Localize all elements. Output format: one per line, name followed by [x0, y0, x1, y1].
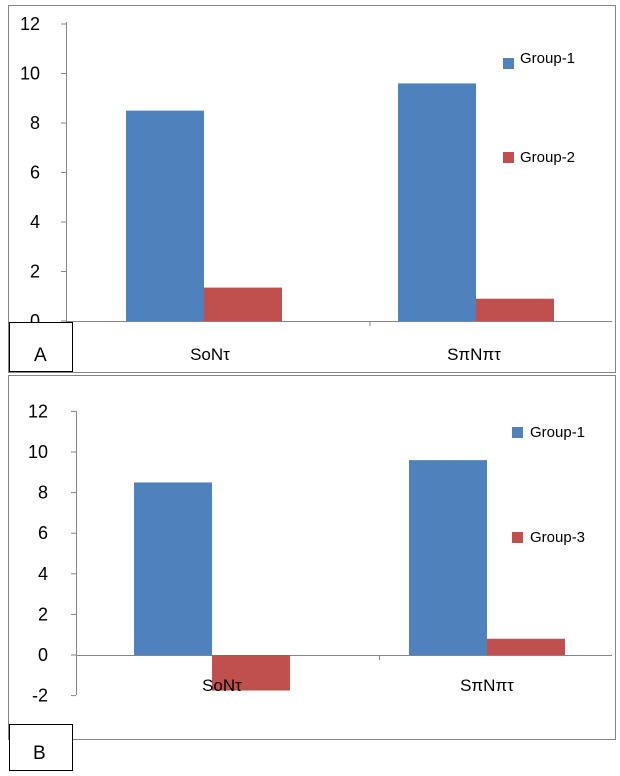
panel-a-bar-group-2-1 [476, 298, 554, 321]
panel-b-legend-swatch-1 [512, 532, 523, 543]
panel-b-ytick-label-5: 8 [38, 483, 48, 503]
panel-a-xtick-1: SπNπτ [447, 345, 501, 364]
panel-b-ytick-label-7: 12 [28, 401, 48, 421]
panel-b-legend-swatch-0 [512, 427, 523, 438]
panel-b-ytick-label-2: 2 [38, 604, 48, 624]
panel-a-label: A [34, 345, 47, 366]
panel-a-legend-swatch-1 [503, 152, 514, 163]
panel-a-ytick-label-4: 8 [30, 113, 40, 133]
panel-b-label: B [33, 743, 46, 764]
panel-b-ytick-label-3: 4 [38, 564, 48, 584]
panel-b-bar-group-3-0 [212, 655, 290, 691]
panel-b-ytick-label-4: 6 [38, 523, 48, 543]
panel-a-bar-group-1-1 [398, 83, 476, 322]
panel-b-xtick-0: SoNτ [202, 676, 242, 695]
panel-b-bar-group-1-1 [409, 460, 487, 655]
panel-a-ytick-label-2: 4 [30, 212, 40, 232]
panel-a-legend-swatch-0 [503, 58, 514, 69]
panel-b-frame [8, 375, 616, 740]
panel-b-bar-group-1-0 [134, 482, 212, 655]
panel-a-ytick-label-0: 0 [30, 311, 40, 331]
panel-a-ytick-label-5: 10 [20, 64, 40, 84]
panel-b-ytick-label-6: 10 [28, 442, 48, 462]
panel-b-legend-label-0: Group-1 [530, 424, 585, 441]
panel-a-legend-label-0: Group-1 [520, 50, 575, 67]
panel-b-ytick-label-1: 0 [38, 645, 48, 665]
panel-a-label-box [9, 322, 73, 372]
panel-b: -2 0 2 4 6 8 10 12 Group-1 Group-3 B SoNτ SπNπτ [8, 375, 616, 771]
panel-a-xtick-0: SoNτ [190, 345, 230, 364]
panel-a: 0 2 4 6 8 10 12 Group-1 Group-2 A SoNτ SπNπτ [8, 5, 616, 373]
panel-a-bar-group-1-0 [126, 110, 204, 321]
panel-a-bar-group-2-0 [204, 287, 282, 321]
panel-b-ytick-label-0: -2 [32, 686, 48, 706]
panel-a-ytick-label-3: 6 [30, 163, 40, 183]
panel-b-label-box [9, 724, 73, 771]
panel-a-ytick-label-6: 12 [20, 14, 40, 34]
panel-a-ytick-label-1: 2 [30, 262, 40, 282]
panel-b-xtick-1: SπNπτ [460, 676, 514, 695]
panel-b-bar-group-3-1 [487, 638, 565, 655]
panel-a-legend-label-1: Group-2 [520, 149, 575, 166]
panel-b-legend-label-1: Group-3 [530, 529, 585, 546]
